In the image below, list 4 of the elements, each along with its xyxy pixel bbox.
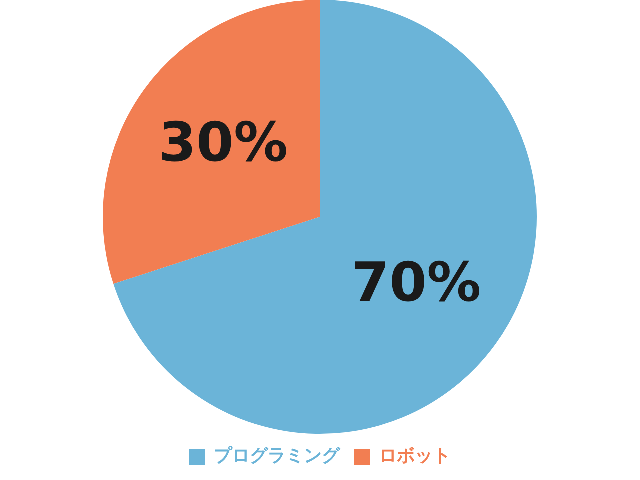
- data-label: 30%: [158, 110, 288, 174]
- data-label: 70%: [352, 251, 482, 314]
- legend-label: プログラミング: [214, 446, 341, 467]
- legend-label: ロボット: [379, 446, 451, 467]
